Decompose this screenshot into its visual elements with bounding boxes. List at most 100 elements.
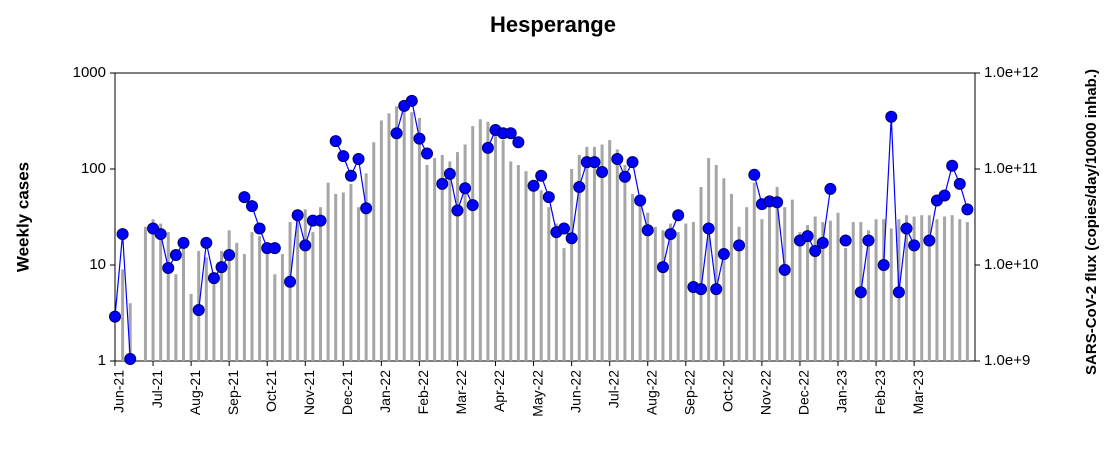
line-marker xyxy=(466,199,479,212)
bar xyxy=(455,152,459,361)
line-marker xyxy=(162,262,175,275)
line-marker xyxy=(558,222,571,235)
bar xyxy=(866,230,870,361)
bar xyxy=(653,226,657,361)
bar xyxy=(684,223,688,361)
bar xyxy=(478,119,482,362)
y-tick-label: 1000 xyxy=(73,64,106,81)
bar xyxy=(592,146,596,361)
bar xyxy=(288,222,292,361)
x-tick-label: Mar-22 xyxy=(453,370,469,415)
line-marker xyxy=(710,283,723,296)
line-marker xyxy=(443,167,456,180)
bar xyxy=(326,182,330,361)
y-tick-label: 100 xyxy=(81,160,106,177)
bar xyxy=(615,149,619,361)
bar xyxy=(303,209,307,361)
line-marker xyxy=(177,236,190,249)
bar xyxy=(349,183,353,361)
bar xyxy=(554,223,558,361)
y-tick-label: 1 xyxy=(98,352,106,369)
line-marker xyxy=(573,180,586,193)
line-marker xyxy=(892,286,905,299)
bar xyxy=(395,106,399,361)
bar xyxy=(882,219,886,361)
line-marker xyxy=(413,132,426,145)
line-marker xyxy=(344,169,357,182)
bar xyxy=(280,254,284,361)
bar xyxy=(783,207,787,361)
y2-tick-label: 1.0e+11 xyxy=(984,160,1038,177)
y-axis-label: Weekly cases xyxy=(13,162,32,272)
bar xyxy=(181,240,185,361)
bar xyxy=(828,220,832,361)
y2-tick-label: 1.0e+12 xyxy=(984,64,1039,81)
line-marker xyxy=(862,234,875,247)
bar xyxy=(623,165,627,361)
line-marker xyxy=(215,261,228,274)
bar xyxy=(813,216,817,361)
bar xyxy=(296,212,300,361)
y2-axis-label: SARS-CoV-2 flux (copies/day/10000 inhab.… xyxy=(1083,69,1100,375)
bar xyxy=(676,232,680,361)
bar xyxy=(562,248,566,361)
x-tick-label: Aug-22 xyxy=(643,370,659,415)
line-marker xyxy=(207,272,220,285)
line-marker xyxy=(481,141,494,154)
x-tick-label: May-22 xyxy=(529,370,545,417)
bar xyxy=(128,303,132,361)
x-tick-label: Mar-23 xyxy=(910,370,926,415)
y-tick-label: 10 xyxy=(89,256,106,273)
bar xyxy=(874,219,878,361)
x-tick-label: Feb-23 xyxy=(872,370,888,415)
bar xyxy=(920,215,924,361)
bar xyxy=(889,228,893,361)
line-marker xyxy=(626,156,639,169)
bar xyxy=(273,274,277,361)
line-marker xyxy=(284,275,297,288)
line-marker xyxy=(634,194,647,207)
line-marker xyxy=(337,150,350,163)
line-marker xyxy=(748,168,761,181)
bar xyxy=(318,207,322,361)
bar xyxy=(585,146,589,361)
bar xyxy=(433,158,437,361)
bar xyxy=(151,219,155,361)
bar xyxy=(379,120,383,361)
x-tick-label: Feb-22 xyxy=(415,370,431,415)
bar xyxy=(768,197,772,361)
bar xyxy=(965,222,969,361)
bar xyxy=(547,207,551,361)
line-marker xyxy=(946,159,959,172)
bar xyxy=(821,222,825,361)
bar xyxy=(912,216,916,361)
bar xyxy=(159,223,163,361)
line-marker xyxy=(268,242,281,255)
bar xyxy=(417,117,421,361)
line-marker xyxy=(512,136,525,149)
bar xyxy=(448,161,452,361)
bar xyxy=(798,232,802,361)
bar xyxy=(532,190,536,361)
line-marker xyxy=(329,135,342,148)
line-marker xyxy=(527,179,540,192)
bar xyxy=(844,248,848,361)
bar xyxy=(714,165,718,361)
line-marker xyxy=(169,249,182,262)
line-marker xyxy=(314,214,327,227)
bar xyxy=(539,190,543,361)
bar xyxy=(905,215,909,361)
bar xyxy=(524,171,528,361)
line-marker xyxy=(109,310,121,323)
x-tick-label: Jul-22 xyxy=(605,370,621,408)
bar xyxy=(943,216,947,361)
line-marker xyxy=(291,209,304,222)
line-marker xyxy=(839,234,852,247)
bar xyxy=(790,199,794,361)
line-marker xyxy=(695,283,708,296)
bar xyxy=(204,257,208,361)
line-marker xyxy=(877,259,890,271)
line-marker xyxy=(778,263,791,276)
bar xyxy=(851,222,855,361)
bar xyxy=(737,226,741,361)
